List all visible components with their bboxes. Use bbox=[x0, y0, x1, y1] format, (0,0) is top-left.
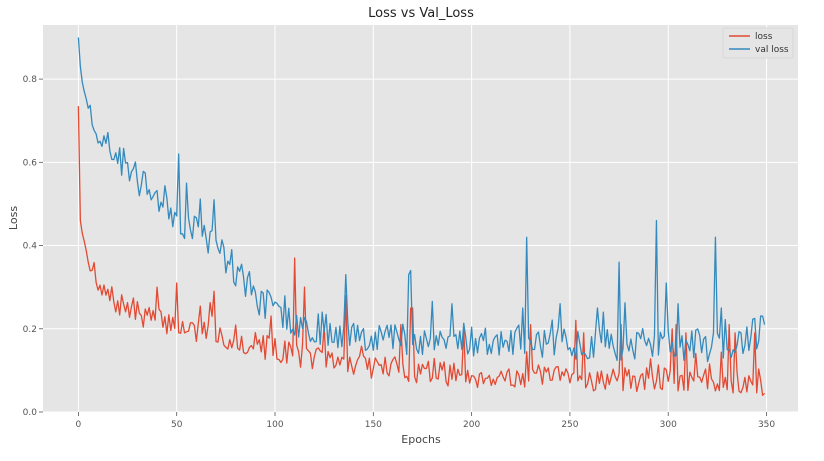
x-tick-label: 300 bbox=[660, 420, 677, 430]
series-line-loss bbox=[77, 106, 766, 396]
x-tick-label: 250 bbox=[561, 420, 578, 430]
y-tick-label: 0.8 bbox=[23, 75, 38, 85]
x-tick-label: 0 bbox=[76, 420, 82, 430]
series-lines bbox=[77, 37, 766, 396]
chart-title: Loss vs Val_Loss bbox=[368, 6, 474, 21]
x-tick-label: 200 bbox=[463, 420, 480, 430]
legend: loss val loss bbox=[722, 27, 794, 59]
x-axis-label: Epochs bbox=[401, 433, 441, 446]
legend-label-val-loss: val loss bbox=[755, 45, 789, 55]
y-axis-label: Loss bbox=[7, 206, 20, 230]
y-tick-label: 0.0 bbox=[23, 408, 38, 418]
x-tick-label: 150 bbox=[365, 420, 382, 430]
axis-ticks: 0 50 100 150 200 250 300 350 0.0 0.2 0.4 0.6 0.8 bbox=[23, 75, 776, 430]
y-tick-label: 0.2 bbox=[23, 325, 37, 335]
x-tick-label: 350 bbox=[758, 420, 775, 430]
legend-label-loss: loss bbox=[755, 32, 773, 42]
y-tick-label: 0.4 bbox=[23, 242, 38, 252]
x-tick-label: 50 bbox=[171, 420, 183, 430]
x-tick-label: 100 bbox=[266, 420, 283, 430]
y-tick-label: 0.6 bbox=[23, 158, 38, 168]
series-line-val-loss bbox=[77, 37, 766, 363]
